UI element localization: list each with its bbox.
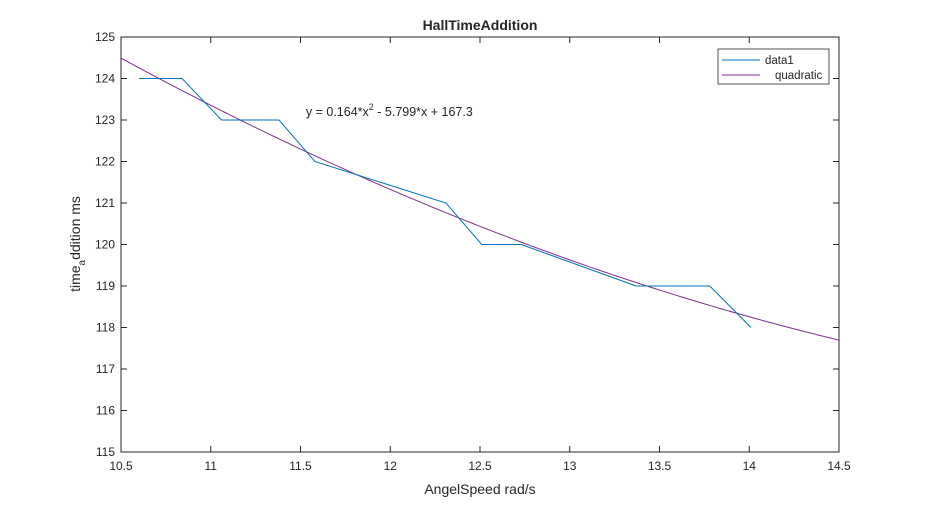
series-layer xyxy=(121,57,839,341)
legend-label-data1: data1 xyxy=(765,55,794,67)
plot-area xyxy=(120,36,840,453)
y-tick-label: 115 xyxy=(96,445,115,459)
x-tick-label: 13 xyxy=(563,459,577,473)
y-tick-label: 120 xyxy=(95,238,115,252)
x-axis-label: AngelSpeed rad/s xyxy=(424,481,535,497)
y-tick-label: 118 xyxy=(96,321,115,335)
y-tick-label: 121 xyxy=(95,196,115,210)
y-tick-label: 125 xyxy=(95,30,115,44)
fit-equation-exponent: 2 xyxy=(369,102,374,112)
fit-equation-main: y = 0.164*x xyxy=(306,105,370,119)
y-tick-label: 123 xyxy=(95,113,115,127)
y-label-subscript: a xyxy=(77,259,88,265)
y-tick-label: 124 xyxy=(95,72,115,86)
y-tick-label: 122 xyxy=(95,155,115,169)
fit-equation-rest: - 5.799*x + 167.3 xyxy=(374,105,473,119)
legend: data1 quadratic xyxy=(717,48,830,85)
y-axis-label: timeaddition ms xyxy=(67,196,88,292)
series-line-data1 xyxy=(138,78,752,328)
x-tick-label: 14 xyxy=(743,459,757,473)
x-tick-label: 12 xyxy=(384,459,398,473)
x-tick-label: 11 xyxy=(205,459,218,473)
y-label-prefix: time xyxy=(67,265,83,292)
y-tick-label: 119 xyxy=(96,279,115,293)
legend-box xyxy=(717,48,830,85)
x-tick-label: 10.5 xyxy=(109,459,133,473)
y-tick-label: 116 xyxy=(96,404,115,418)
y-tick-label: 117 xyxy=(96,362,115,376)
x-tick-label: 11.5 xyxy=(289,459,312,473)
axis-ticks: 10.5 11 11.5 12 12.5 13 13.5 14 14.5 115 116 117 118… xyxy=(95,30,851,473)
x-tick-label: 13.5 xyxy=(648,459,672,473)
x-tick-label: 14.5 xyxy=(827,459,851,473)
x-tick-label: 12.5 xyxy=(468,459,492,473)
chart-title: HallTimeAddition xyxy=(423,17,538,33)
y-label-suffix: ddition ms xyxy=(67,196,83,260)
legend-label-quadratic: quadratic xyxy=(775,70,823,82)
fit-equation: y = 0.164*x2 - 5.799*x + 167.3 xyxy=(306,102,473,119)
